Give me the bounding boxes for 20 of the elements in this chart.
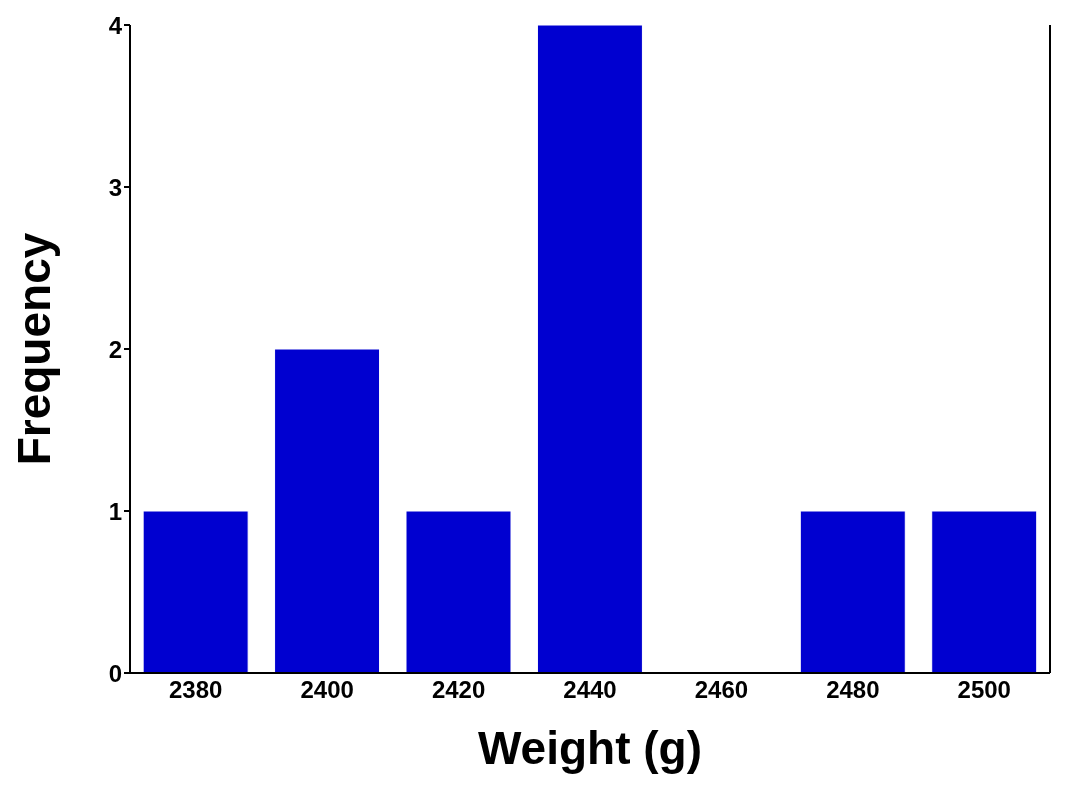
x-tick-label: 2480 [826,676,880,704]
bar [536,25,643,673]
bar [799,510,906,673]
y-tick-label: 4 [108,11,123,39]
x-tick-label: 2420 [431,676,486,704]
bar [142,510,249,673]
x-tick-label: 2380 [169,676,223,704]
y-axis-title: Frequency [8,232,61,466]
bar [405,510,512,673]
x-tick-label: 2500 [957,676,1011,704]
y-tick-label: 3 [108,173,122,201]
bar [274,348,381,673]
x-tick-label: 2400 [300,676,354,704]
y-tick-label: 0 [108,659,122,687]
x-axis-title: Weight (g) [478,722,702,774]
x-tick-label: 2460 [694,676,749,704]
y-tick-label: 2 [108,335,122,363]
bar [931,510,1038,673]
x-tick-label: 2440 [563,676,617,704]
y-tick-label: 1 [108,497,122,525]
